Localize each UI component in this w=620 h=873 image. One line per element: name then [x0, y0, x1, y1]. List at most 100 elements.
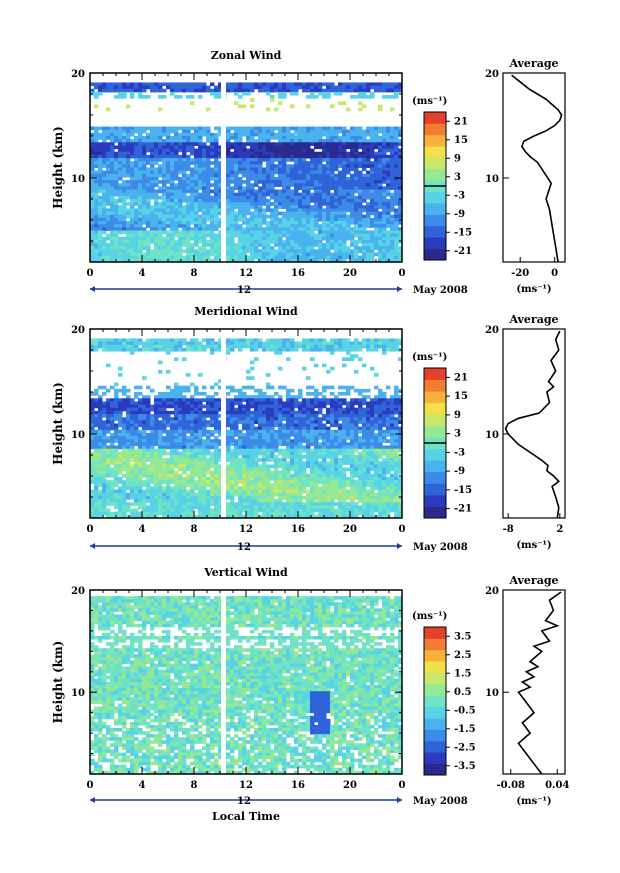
heatmap-cell — [166, 243, 171, 247]
heatmap-cell — [266, 205, 271, 209]
heatmap-cell — [382, 186, 387, 191]
heatmap-cell — [194, 217, 199, 222]
heatmap-cell — [338, 407, 343, 412]
heatmap-cell — [154, 145, 159, 150]
heatmap-cell — [138, 401, 143, 406]
heatmap-cell — [242, 192, 247, 197]
heatmap-cell — [126, 129, 131, 134]
heatmap-cell — [174, 161, 179, 165]
heatmap-cell — [90, 239, 95, 244]
heatmap-cell — [250, 145, 255, 150]
heatmap-cell — [114, 132, 119, 137]
heatmap-cell — [382, 129, 387, 134]
heatmap-cell — [322, 233, 327, 238]
heatmap-cell — [362, 167, 367, 172]
heatmap-cell — [366, 246, 371, 250]
heatmap-cell — [378, 227, 383, 231]
heatmap-cell — [254, 236, 259, 241]
heatmap-cell — [202, 85, 207, 90]
heatmap-cell — [122, 183, 127, 187]
heatmap-cell — [194, 195, 199, 200]
heatmap-cell — [254, 420, 259, 424]
heatmap-cell — [254, 243, 259, 247]
heatmap-cell — [394, 236, 399, 241]
heatmap-cell — [314, 126, 319, 131]
heatmap-cell — [170, 221, 175, 225]
heatmap-cell — [106, 410, 111, 415]
heatmap-cell — [182, 385, 187, 390]
heatmap-cell — [110, 420, 115, 424]
heatmap-cell — [306, 195, 311, 200]
heatmap-cell — [114, 239, 119, 244]
heatmap-cell — [110, 221, 115, 225]
heatmap-cell — [130, 236, 135, 241]
heatmap-cell — [154, 423, 159, 428]
heatmap-cell — [110, 211, 115, 216]
heatmap-cell — [242, 398, 247, 402]
heatmap-cell — [238, 341, 243, 346]
heatmap-cell — [338, 249, 343, 254]
heatmap-cell — [370, 239, 375, 244]
heatmap-cell — [110, 176, 115, 181]
heatmap-cell — [278, 401, 283, 406]
heatmap-cell — [102, 208, 107, 213]
heatmap-cell — [294, 142, 299, 146]
heatmap-cell — [110, 85, 115, 90]
heatmap-cell — [202, 82, 207, 87]
heatmap-cell — [234, 82, 239, 87]
heatmap-cell — [362, 129, 367, 134]
heatmap-cell — [174, 414, 179, 418]
heatmap-cell — [294, 129, 299, 134]
heatmap-cell — [154, 252, 159, 257]
heatmap-cell — [258, 404, 263, 409]
heatmap-cell — [354, 161, 359, 165]
heatmap-cell — [290, 423, 295, 428]
heatmap-cell — [334, 347, 339, 352]
heatmap-cell — [134, 246, 139, 250]
heatmap-cell — [294, 208, 299, 213]
heatmap-cell — [106, 126, 111, 131]
heatmap-cell — [122, 347, 127, 352]
heatmap-cell — [266, 227, 271, 231]
heatmap-cell — [262, 236, 267, 241]
heatmap-cell — [114, 246, 119, 250]
heatmap-cell — [194, 385, 199, 390]
heatmap-cell — [138, 236, 143, 241]
heatmap-cell — [90, 420, 95, 424]
heatmap-cell — [306, 173, 311, 178]
heatmap-cell — [314, 249, 319, 254]
heatmap-cell — [350, 176, 355, 181]
heatmap-cell — [102, 347, 107, 352]
heatmap-cell — [194, 420, 199, 424]
heatmap-cell — [174, 205, 179, 209]
heatmap-cell — [226, 170, 231, 175]
heatmap-cell — [206, 410, 211, 415]
heatmap-cell — [126, 186, 131, 191]
heatmap-cell — [238, 195, 243, 200]
heatmap-cell — [350, 208, 355, 213]
heatmap-cell — [250, 255, 255, 260]
heatmap-cell — [210, 395, 215, 399]
heatmap-cell — [318, 211, 323, 216]
heatmap-cell — [226, 230, 231, 235]
heatmap-cell — [290, 104, 295, 109]
heatmap-cell — [314, 183, 319, 187]
heatmap-cell — [154, 176, 159, 181]
heatmap-cell — [314, 224, 319, 228]
heatmap-cell — [310, 91, 315, 96]
heatmap-cell — [262, 252, 267, 257]
heatmap-cell — [138, 186, 143, 191]
heatmap-cell — [234, 410, 239, 415]
heatmap-cell — [338, 186, 343, 191]
heatmap-cell — [302, 423, 307, 428]
heatmap-cell — [298, 217, 303, 222]
heatmap-cell — [154, 347, 159, 352]
heatmap-cell — [330, 195, 335, 200]
heatmap-cell — [358, 344, 363, 349]
heatmap-cell — [262, 255, 267, 260]
heatmap-cell — [338, 341, 343, 346]
heatmap-cell — [366, 161, 371, 165]
heatmap-cell — [374, 183, 379, 187]
heatmap-cell — [114, 398, 119, 402]
heatmap-cell — [334, 214, 339, 219]
